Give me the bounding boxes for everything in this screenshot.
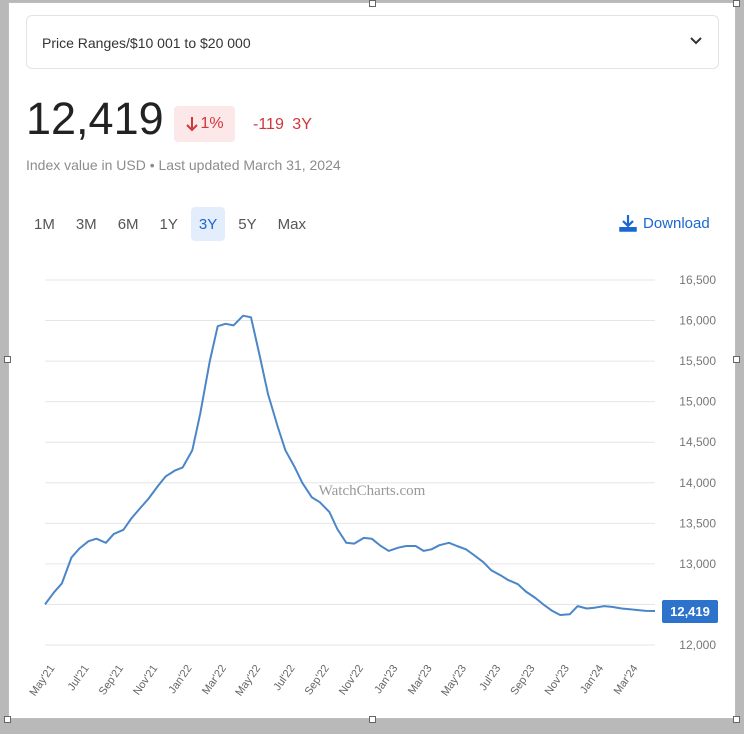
tab-range-3m[interactable]: 3M [75,215,97,233]
y-tick-label: 16,000 [679,314,716,328]
y-tick-label: 14,000 [679,476,716,490]
change-period: 3Y [292,116,312,133]
y-tick-label: 15,500 [679,354,716,368]
resize-handle-right[interactable] [733,356,740,363]
x-tick-label: Mar'22 [200,663,229,697]
x-tick-label: Jan'24 [578,663,606,696]
resize-handle-top[interactable] [369,0,376,7]
x-tick-label: Jan'22 [166,663,194,696]
y-tick-label: 16,500 [679,273,716,287]
last-value-label: 12,419 [670,604,710,619]
x-tick-label: May'23 [439,663,469,699]
x-tick-label: Jul'22 [271,663,297,693]
x-tick-label: Nov'21 [131,663,160,698]
resize-handle-top-right[interactable] [733,0,740,7]
download-icon [619,215,637,232]
tab-range-max[interactable]: Max [277,215,306,233]
x-tick-label: May'22 [233,663,263,699]
watermark: WatchCharts.com [319,483,426,499]
tab-range-3y[interactable]: 3Y [190,207,226,241]
change-percent: 1% [200,115,224,132]
price-range-select-label: Price Ranges/$10 001 to $20 000 [42,35,251,51]
last-value-badge [662,600,718,624]
resize-handle-left[interactable] [4,356,11,363]
x-tick-label: Jul'21 [66,663,92,693]
x-tick-label: Sep'23 [508,663,537,698]
series-line [44,314,656,616]
tab-range-5y[interactable]: 5Y [238,215,257,233]
download-button[interactable]: Download [618,213,710,233]
resize-handle-bottom[interactable] [369,716,376,723]
x-tick-label: Nov'22 [337,663,366,698]
x-tick-label: Mar'24 [612,663,641,697]
index-subtitle: Index value in USD • Last updated March … [26,157,341,173]
x-tick-label: Jan'23 [372,663,400,696]
download-label: Download [643,214,710,232]
time-range-tabs: 1M 3M 6M 1Y 3Y 5Y Max [26,207,319,241]
price-range-select[interactable]: Price Ranges/$10 001 to $20 000 [26,15,719,69]
resize-handle-bottom-left[interactable] [4,716,11,723]
change-percent-badge: 1% [174,106,235,142]
x-tick-label: Sep'21 [97,663,126,698]
y-tick-label: 13,000 [679,557,716,571]
tab-range-1m[interactable]: 1M [34,215,55,233]
resize-handle-bottom-right[interactable] [733,716,740,723]
chevron-down-icon [690,37,702,45]
tab-range-6m[interactable]: 6M [117,215,139,233]
y-tick-label: 12,000 [679,638,716,652]
x-tick-label: Mar'23 [406,663,435,697]
arrow-down-icon [186,117,199,132]
x-tick-label: May'21 [27,663,57,699]
current-index-value: 12,419 [26,93,164,144]
change-absolute: -119 3Y [253,116,312,134]
change-absolute-value: -119 [253,116,284,133]
chart-widget [8,2,736,719]
y-tick-label: 15,000 [679,395,716,409]
y-tick-label: 14,500 [679,435,716,449]
x-tick-label: Sep'22 [303,663,332,698]
y-tick-label: 13,500 [679,516,716,530]
x-tick-label: Nov'23 [543,663,572,698]
x-tick-label: Jul'23 [477,663,503,693]
tab-range-1y[interactable]: 1Y [159,215,178,233]
